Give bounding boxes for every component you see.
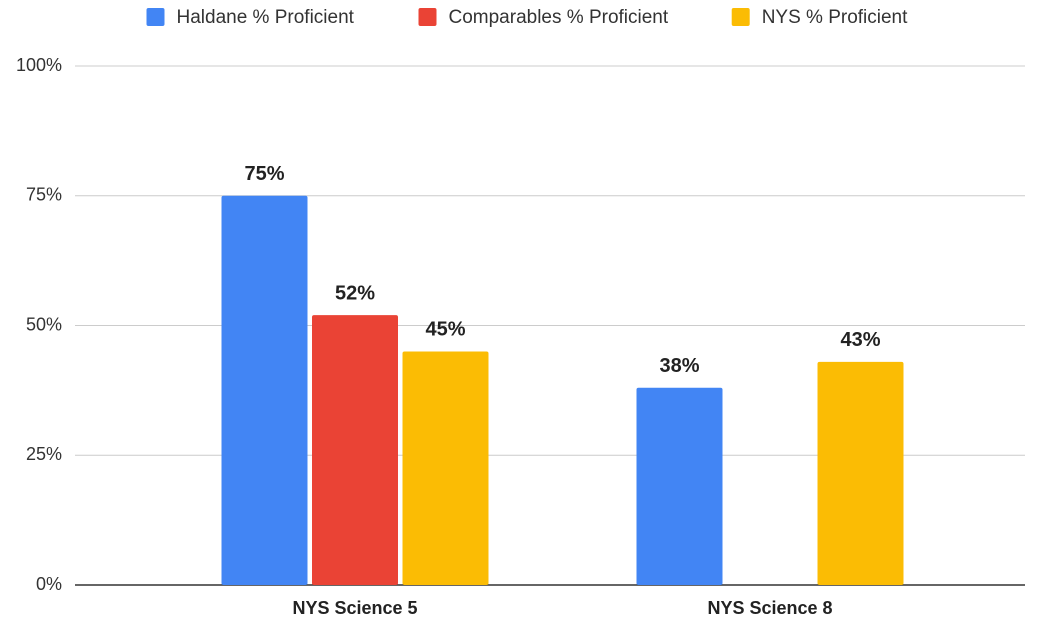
y-tick-label: 75%: [26, 185, 62, 205]
y-tick-label: 0%: [36, 574, 62, 594]
bar: [221, 195, 308, 585]
x-tick-label: NYS Science 8: [707, 598, 832, 618]
value-label: 52%: [335, 282, 375, 304]
y-tick-label: 100%: [16, 55, 62, 75]
legend-label: Comparables % Proficient: [449, 7, 669, 28]
y-tick-label: 25%: [26, 444, 62, 464]
bar: [312, 315, 398, 585]
legend-label: NYS % Proficient: [762, 7, 908, 28]
value-label: 75%: [244, 163, 284, 185]
value-label: 38%: [659, 355, 699, 377]
legend-swatch: [418, 8, 437, 26]
legend-swatch: [731, 8, 750, 26]
legend-label: Haldane % Proficient: [177, 7, 355, 28]
bar: [817, 361, 904, 585]
bar: [636, 387, 723, 585]
bar: [402, 351, 489, 585]
y-tick-label: 50%: [26, 314, 62, 334]
value-label: 45%: [425, 319, 465, 341]
x-tick-label: NYS Science 5: [292, 598, 417, 618]
value-label: 43%: [840, 329, 880, 351]
legend-swatch: [146, 8, 165, 26]
